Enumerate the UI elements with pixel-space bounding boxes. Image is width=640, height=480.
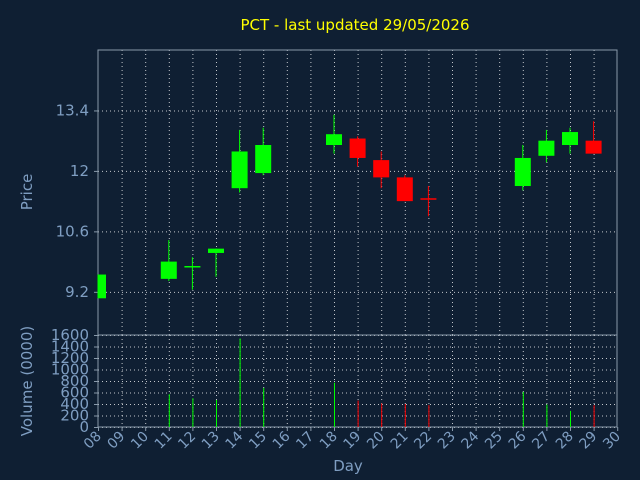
- candle-body: [255, 145, 272, 174]
- volume-tick-label: 400: [60, 395, 89, 413]
- day-tick-label: 13: [199, 429, 223, 453]
- volume-tick-label: 800: [60, 372, 89, 390]
- price-plot-frame: [97, 49, 618, 336]
- candle-body: [514, 157, 531, 187]
- candle-body: [373, 160, 390, 178]
- day-tick-label: 09: [105, 429, 129, 453]
- volume-tick-label: 600: [60, 384, 89, 402]
- day-tick-label: 16: [270, 428, 294, 452]
- day-tick-label: 25: [482, 429, 506, 453]
- candle-body: [160, 261, 177, 279]
- day-tick-label: 20: [364, 429, 388, 453]
- candle-body: [98, 274, 106, 299]
- candle: [585, 121, 602, 154]
- candle-body: [562, 132, 578, 145]
- candle-body: [326, 134, 342, 145]
- day-tick-label: 22: [411, 429, 435, 453]
- candle: [420, 186, 437, 217]
- candle-body: [231, 151, 248, 189]
- volume-tick-label: 200: [60, 407, 89, 425]
- volume-tick-label: 1000: [51, 361, 89, 379]
- candle: [231, 129, 248, 193]
- candle: [373, 151, 390, 189]
- candle-body: [208, 248, 224, 253]
- day-tick-label: 27: [529, 429, 553, 453]
- candle: [538, 129, 555, 163]
- volume-tick-label: 1600: [51, 326, 89, 344]
- candle: [326, 114, 342, 154]
- price-axis-label: Price: [18, 174, 36, 211]
- day-tick-label: 17: [293, 429, 317, 453]
- volume-grid: [98, 335, 617, 428]
- price-panel: 9.2 10.6 12 13.4 Price: [18, 49, 618, 336]
- day-tick-label: 14: [223, 428, 247, 452]
- candle: [184, 257, 201, 290]
- price-tick-label: 12: [70, 162, 89, 180]
- candle: [97, 274, 106, 299]
- price-tick-label: 10.6: [56, 222, 89, 240]
- volume-bars: [168, 338, 595, 427]
- price-grid: [98, 50, 617, 335]
- day-tick-label: 19: [341, 429, 365, 453]
- day-tick-label: 15: [246, 429, 270, 453]
- day-tick-label: 24: [459, 428, 483, 452]
- price-tick-label: 9.2: [65, 283, 89, 301]
- candle-body: [538, 140, 555, 156]
- candles: [97, 114, 602, 299]
- x-axis-label: Day: [333, 457, 363, 475]
- day-tick-label: 10: [128, 429, 152, 453]
- chart-title: PCT - last updated 29/05/2026: [240, 16, 469, 34]
- price-y-ticks: 9.2 10.6 12 13.4: [56, 101, 98, 301]
- day-tick-label: 30: [600, 429, 624, 453]
- candle: [160, 240, 177, 282]
- day-tick-label: 11: [152, 429, 176, 453]
- day-tick-label: 21: [388, 429, 412, 453]
- day-tick-label: 23: [435, 429, 459, 453]
- volume-plot-frame: [97, 334, 618, 428]
- candle: [514, 145, 531, 191]
- candle-body: [349, 138, 366, 158]
- candle-body: [585, 140, 602, 154]
- day-x-ticks: 08 09 10 11 12 13 14 15 16 17 18 19 20 21 22 23 24 25 26 27…: [81, 427, 624, 452]
- day-tick-label: 12: [175, 429, 199, 453]
- candle-body: [396, 177, 413, 202]
- day-tick-label: 26: [506, 428, 530, 452]
- volume-tick-label: 1400: [51, 338, 89, 356]
- day-tick-label: 29: [577, 429, 601, 453]
- candle: [562, 127, 578, 154]
- volume-tick-label: 0: [79, 418, 89, 436]
- candle: [208, 248, 224, 277]
- day-tick-label: 28: [553, 429, 577, 453]
- volume-tick-label: 1200: [51, 349, 89, 367]
- volume-axis-label: Volume (0000): [18, 326, 36, 436]
- candle: [255, 127, 272, 176]
- day-tick-label: 18: [317, 429, 341, 453]
- candle: [396, 175, 413, 202]
- price-tick-label: 13.4: [56, 101, 89, 119]
- candle: [349, 136, 366, 167]
